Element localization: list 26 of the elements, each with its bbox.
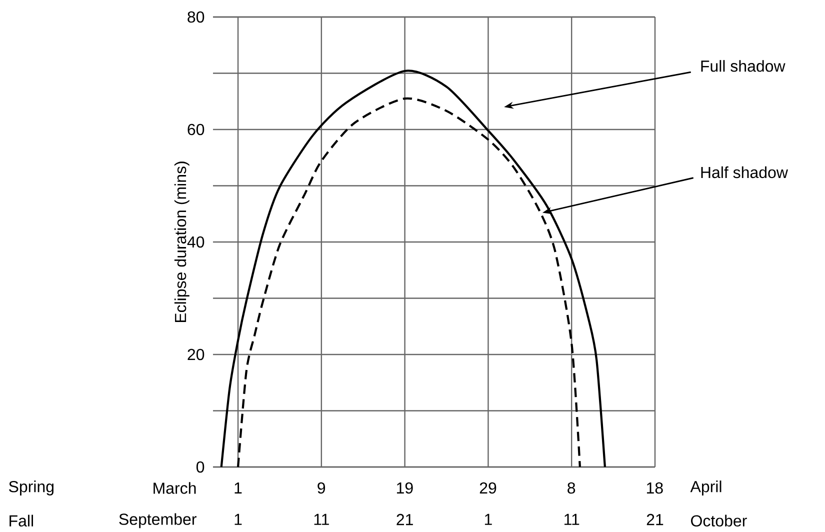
text: 19 <box>396 482 413 494</box>
text: September <box>119 513 196 528</box>
text: Half shadow <box>701 166 788 178</box>
x-tick-label: 21 <box>646 514 664 526</box>
x-tick-label: 11 <box>564 514 580 525</box>
text: Spring <box>9 480 54 496</box>
y-tick-label: 80 <box>188 11 204 23</box>
text: 29 <box>480 482 496 494</box>
x-tick-label: 1 <box>484 514 492 525</box>
y-tick-label: 0 <box>196 461 204 473</box>
x-tick-label: 21 <box>396 514 413 526</box>
text: 18 <box>646 482 663 494</box>
text: March <box>154 482 196 494</box>
text: October <box>691 514 747 527</box>
text: Fall <box>10 514 33 527</box>
y-tick-label: 40 <box>187 236 204 248</box>
text: Full shadow <box>701 60 786 72</box>
text: 1 <box>234 482 242 494</box>
line-series <box>236 97 582 468</box>
y-tick-label: 60 <box>188 124 204 136</box>
x-tick-label: 1 <box>234 514 242 525</box>
x-tick-label: 11 <box>314 514 329 525</box>
text: 8 <box>568 482 576 494</box>
text: 9 <box>318 482 326 494</box>
y-tick-label: 20 <box>188 348 204 360</box>
text: April <box>690 480 722 496</box>
